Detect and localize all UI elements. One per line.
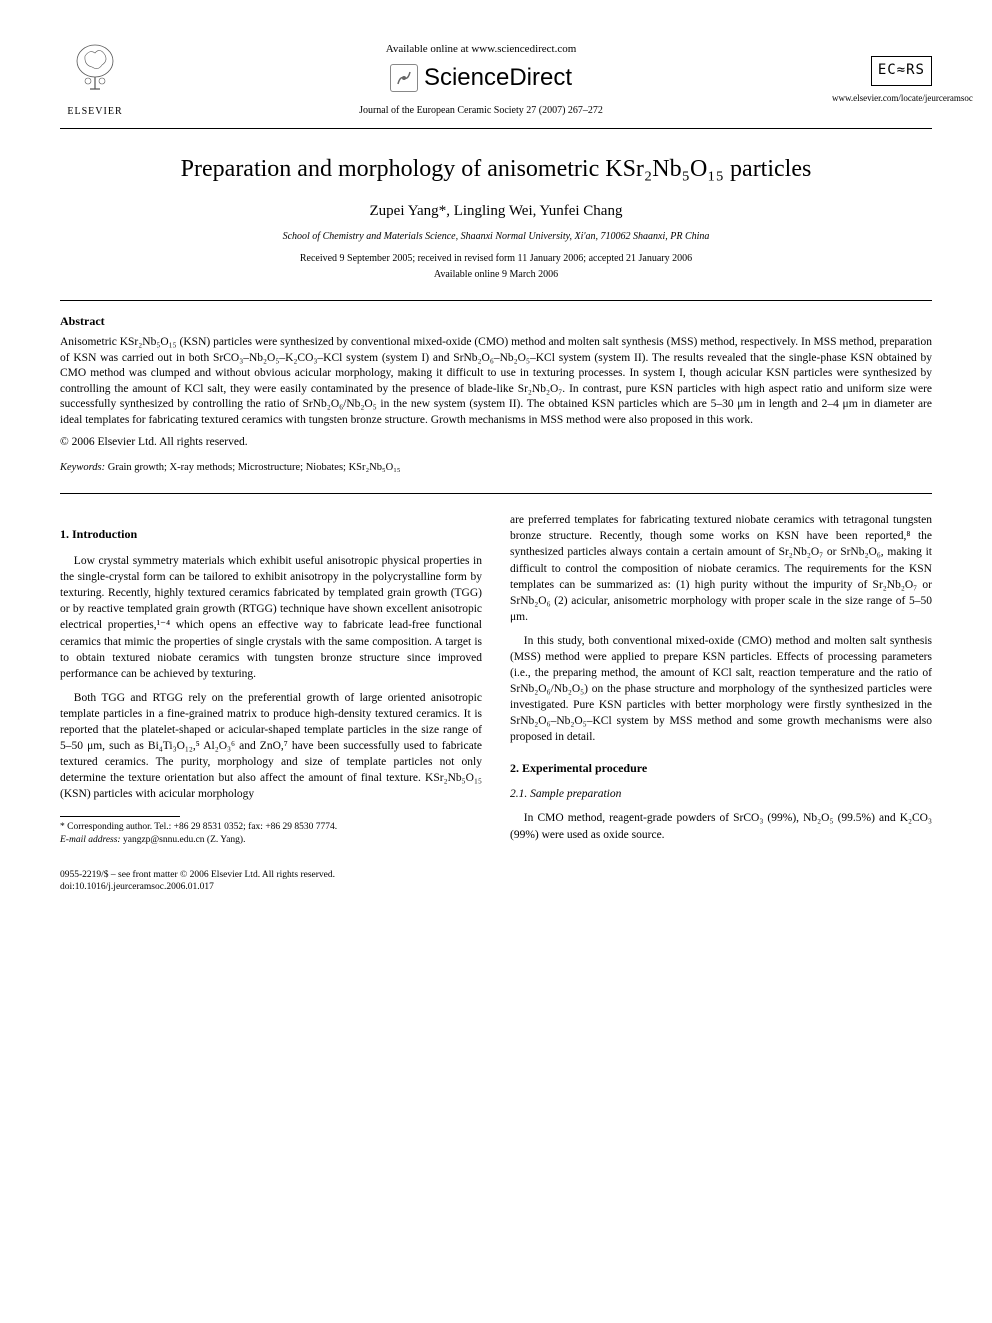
ecers-logo: EC≈RS [871, 56, 932, 86]
abstract-heading: Abstract [60, 313, 932, 330]
intro-paragraph-4: In this study, both conventional mixed-o… [510, 633, 932, 746]
journal-reference: Journal of the European Ceramic Society … [130, 104, 832, 118]
available-online-date: Available online 9 March 2006 [60, 268, 932, 282]
keywords: Keywords: Grain growth; X-ray methods; M… [60, 461, 932, 476]
intro-paragraph-2: Both TGG and RTGG rely on the preferenti… [60, 690, 482, 803]
abstract-text: Anisometric KSr₂Nb₅O₁₅ (KSN) particles w… [60, 335, 932, 428]
authors: Zupei Yang*, Lingling Wei, Yunfei Chang [60, 201, 932, 222]
footer-doi: doi:10.1016/j.jeurceramsoc.2006.01.017 [60, 881, 932, 893]
intro-paragraph-1: Low crystal symmetry materials which exh… [60, 553, 482, 682]
keywords-text: Grain growth; X-ray methods; Microstruct… [108, 462, 401, 473]
keywords-label: Keywords: [60, 462, 105, 473]
footnote-email-line: E-mail address: yangzp@snnu.edu.cn (Z. Y… [60, 834, 482, 846]
sciencedirect-icon [390, 64, 418, 92]
footnote-contact: * Corresponding author. Tel.: +86 29 853… [60, 821, 482, 833]
exp-paragraph-1: In CMO method, reagent-grade powders of … [510, 810, 932, 842]
right-column: are preferred templates for fabricating … [510, 512, 932, 850]
elsevier-logo: ELSEVIER [60, 40, 130, 120]
sciencedirect-logo: ScienceDirect [130, 61, 832, 95]
footnote-rule [60, 816, 180, 817]
copyright-text: © 2006 Elsevier Ltd. All rights reserved… [60, 434, 932, 450]
affiliation: School of Chemistry and Materials Scienc… [60, 230, 932, 244]
left-column: 1. Introduction Low crystal symmetry mat… [60, 512, 482, 850]
center-header: Available online at www.sciencedirect.co… [130, 42, 832, 119]
intro-paragraph-3: are preferred templates for fabricating … [510, 512, 932, 625]
footnote-email-label: E-mail address: [60, 835, 121, 845]
received-dates: Received 9 September 2005; received in r… [60, 252, 932, 266]
body-columns: 1. Introduction Low crystal symmetry mat… [60, 512, 932, 850]
section-1-heading: 1. Introduction [60, 526, 482, 543]
elsevier-label: ELSEVIER [67, 105, 122, 119]
subsection-2-1-heading: 2.1. Sample preparation [510, 786, 932, 802]
journal-url: www.elsevier.com/locate/jeurceramsoc [832, 92, 932, 105]
page-footer: 0955-2219/$ – see front matter © 2006 El… [60, 869, 932, 894]
section-2-heading: 2. Experimental procedure [510, 760, 932, 777]
footer-issn: 0955-2219/$ – see front matter © 2006 El… [60, 869, 932, 881]
article-title: Preparation and morphology of anisometri… [60, 153, 932, 187]
abstract-bottom-divider [60, 493, 932, 494]
sciencedirect-text: ScienceDirect [424, 61, 572, 95]
corresponding-author-footnote: * Corresponding author. Tel.: +86 29 853… [60, 821, 482, 846]
page-header: ELSEVIER Available online at www.science… [60, 40, 932, 120]
elsevier-tree-icon [70, 41, 120, 103]
header-divider [60, 128, 932, 129]
abstract-top-divider [60, 300, 932, 301]
available-online-text: Available online at www.sciencedirect.co… [130, 42, 832, 57]
ecers-logo-block: EC≈RS www.elsevier.com/locate/jeurcerams… [832, 56, 932, 104]
footnote-email[interactable]: yangzp@snnu.edu.cn (Z. Yang). [123, 835, 245, 845]
